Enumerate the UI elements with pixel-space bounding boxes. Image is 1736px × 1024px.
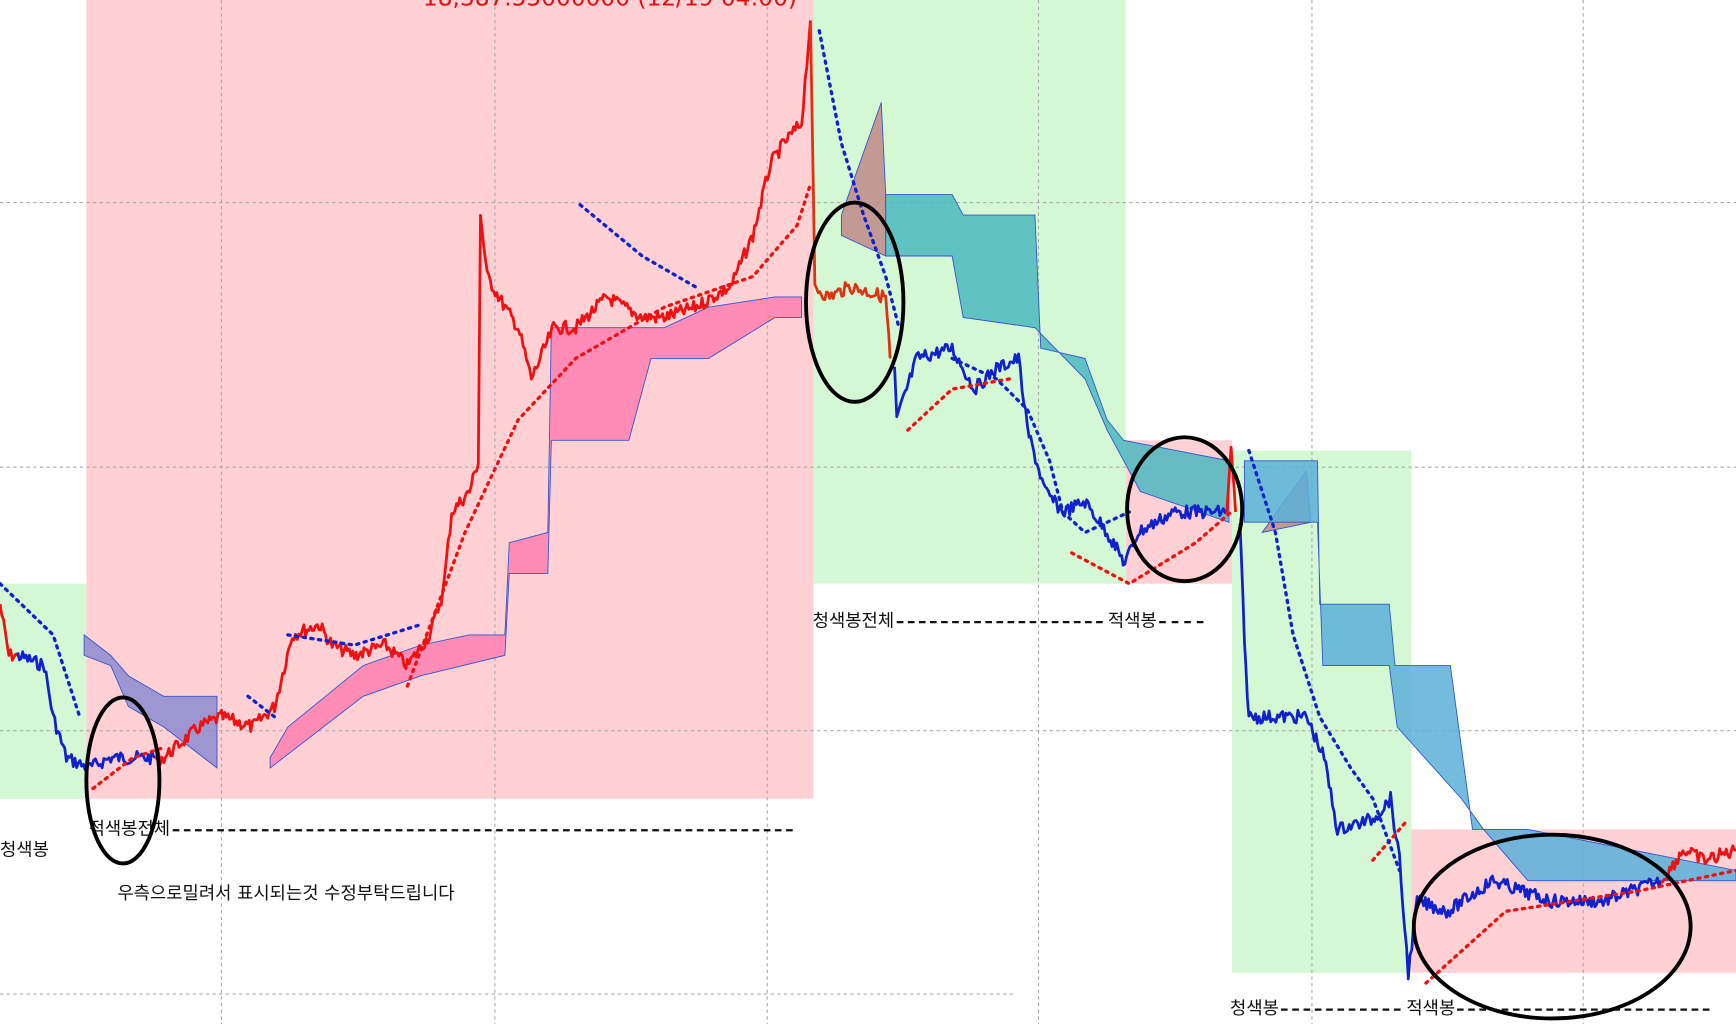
indicator-dotted-line [1070, 510, 1233, 586]
indicator-dotted-line [405, 182, 813, 688]
top-price-label: 18,387.55000000 (12/19 04:00) [423, 0, 797, 11]
annotation-ellipse [804, 200, 906, 404]
zone-bull [86, 0, 814, 799]
ichimoku-cloud [83, 633, 218, 769]
annotation-red-all-text: 적색봉전체 [88, 818, 171, 840]
annotation-ellipse [1125, 435, 1245, 584]
indicator-dotted-line [286, 622, 423, 647]
price-line [153, 20, 812, 766]
indicator-dotted-line [578, 203, 697, 289]
annotation-note: 우측으로밀려서 표시되는것 수정부탁드립니다 [117, 882, 455, 904]
price-line [1225, 445, 1237, 515]
annotation-blue-candle-3-text: 청색봉 [1230, 997, 1279, 1019]
dashed-line [1159, 620, 1204, 623]
price-line [0, 603, 19, 662]
price-line [1238, 523, 1663, 981]
ichimoku-cloud [269, 296, 803, 769]
price-line [1660, 844, 1736, 884]
indicator-dotted-line [817, 29, 901, 330]
dashed-line [172, 828, 793, 831]
indicator-dotted-line [906, 377, 1012, 432]
indicator-dotted-line [0, 582, 82, 719]
indicator-dotted-line [1247, 448, 1402, 873]
zone-bear [1232, 450, 1412, 973]
dashed-line [896, 620, 1103, 623]
price-line [809, 23, 892, 359]
dashed-line [1457, 1007, 1710, 1011]
annotation-red-candle-3: 적색봉 [1406, 997, 1456, 1019]
annotation-blue-all-text: 청색봉전체 [812, 609, 895, 632]
annotation-blue-all: 청색봉전체 적색봉 [813, 606, 1204, 633]
indicator-dotted-line [246, 694, 277, 719]
indicator-dotted-line [950, 356, 1131, 535]
dashed-line [1281, 1007, 1401, 1011]
annotation-ellipse [1411, 832, 1693, 1021]
annotation-red-candle-2: 적색봉 [1107, 609, 1157, 632]
indicator-dotted-line [91, 745, 166, 791]
annotation-blue-candle: 청색봉 [0, 839, 49, 861]
price-line [893, 342, 1228, 567]
annotation-ellipse [84, 695, 162, 866]
annotation-blue-candle-3: 청색봉 적색봉 [1230, 993, 1710, 1020]
indicator-dotted-line [1371, 817, 1410, 862]
indicator-dotted-line [1424, 868, 1736, 985]
annotation-red-all: 적색봉전체 [89, 814, 793, 841]
